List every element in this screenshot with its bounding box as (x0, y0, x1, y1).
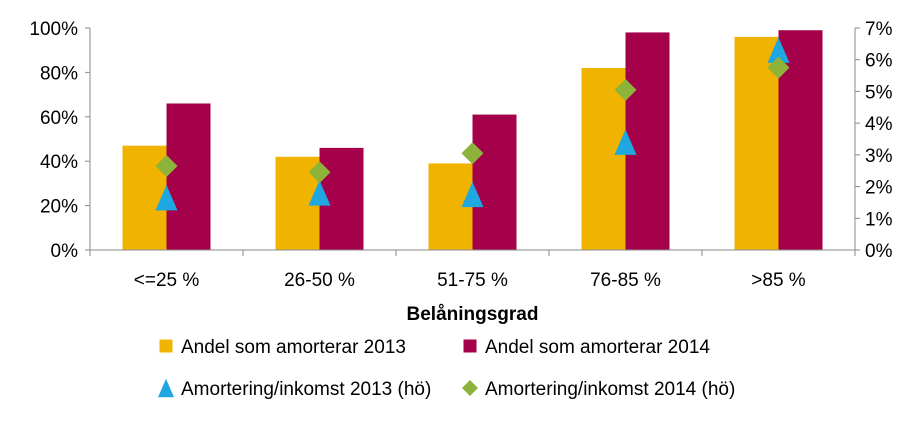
x-axis-title: Belåningsgrad (407, 304, 539, 325)
marker-0-2 (461, 181, 484, 208)
marker-1-4 (767, 56, 790, 79)
bar-1-2 (472, 114, 517, 250)
y-left-tick-label-0: 0% (51, 241, 79, 262)
x-tick-label-2: 51-75 % (437, 270, 508, 291)
y-left-tick-label-1: 20% (40, 197, 78, 218)
y-right-tick-label-5: 5% (865, 82, 893, 103)
legend-marker-1 (463, 339, 477, 353)
marker-0-0 (155, 185, 178, 211)
marker-1-3 (614, 78, 637, 101)
marker-1-2 (461, 142, 484, 165)
bar-1-4 (778, 30, 823, 250)
y-left-tick-label-3: 60% (40, 108, 78, 129)
legend-label-1: Andel som amorterar 2014 (485, 337, 710, 358)
bar-0-3 (581, 67, 626, 251)
marker-1-0 (155, 154, 178, 177)
marker-0-1 (308, 180, 331, 206)
legend-label-3: Amortering/inkomst 2014 (hö) (485, 379, 735, 400)
y-right-tick-label-3: 3% (865, 146, 893, 167)
legend-marker-3 (462, 380, 478, 396)
x-tick-label-3: 76-85 % (590, 270, 661, 291)
y-left-tick-label-4: 80% (40, 63, 78, 84)
x-tick-label-4: >85 % (751, 270, 806, 291)
y-right-tick-label-4: 4% (865, 114, 893, 135)
bar-0-4 (734, 36, 779, 250)
legend-label-0: Andel som amorterar 2013 (181, 337, 406, 358)
y-right-tick-label-6: 6% (865, 51, 893, 72)
bar-1-0 (166, 103, 211, 250)
x-tick-label-0: <=25 % (134, 270, 200, 291)
y-right-tick-label-7: 7% (865, 19, 893, 40)
y-left-tick-label-2: 40% (40, 152, 78, 173)
marker-1-1 (308, 161, 331, 184)
marker-0-4 (767, 37, 790, 63)
bar-1-3 (625, 32, 670, 250)
legend-marker-2 (158, 378, 174, 398)
x-tick-label-1: 26-50 % (284, 270, 355, 291)
marker-0-3 (614, 129, 637, 155)
y-right-tick-label-1: 1% (865, 209, 893, 230)
legend-label-2: Amortering/inkomst 2013 (hö) (181, 379, 431, 400)
y-left-tick-label-5: 100% (29, 19, 78, 40)
legend-marker-0 (159, 339, 173, 353)
y-right-tick-label-2: 2% (865, 178, 893, 199)
y-right-tick-label-0: 0% (865, 241, 893, 262)
bar-0-0 (122, 145, 167, 250)
